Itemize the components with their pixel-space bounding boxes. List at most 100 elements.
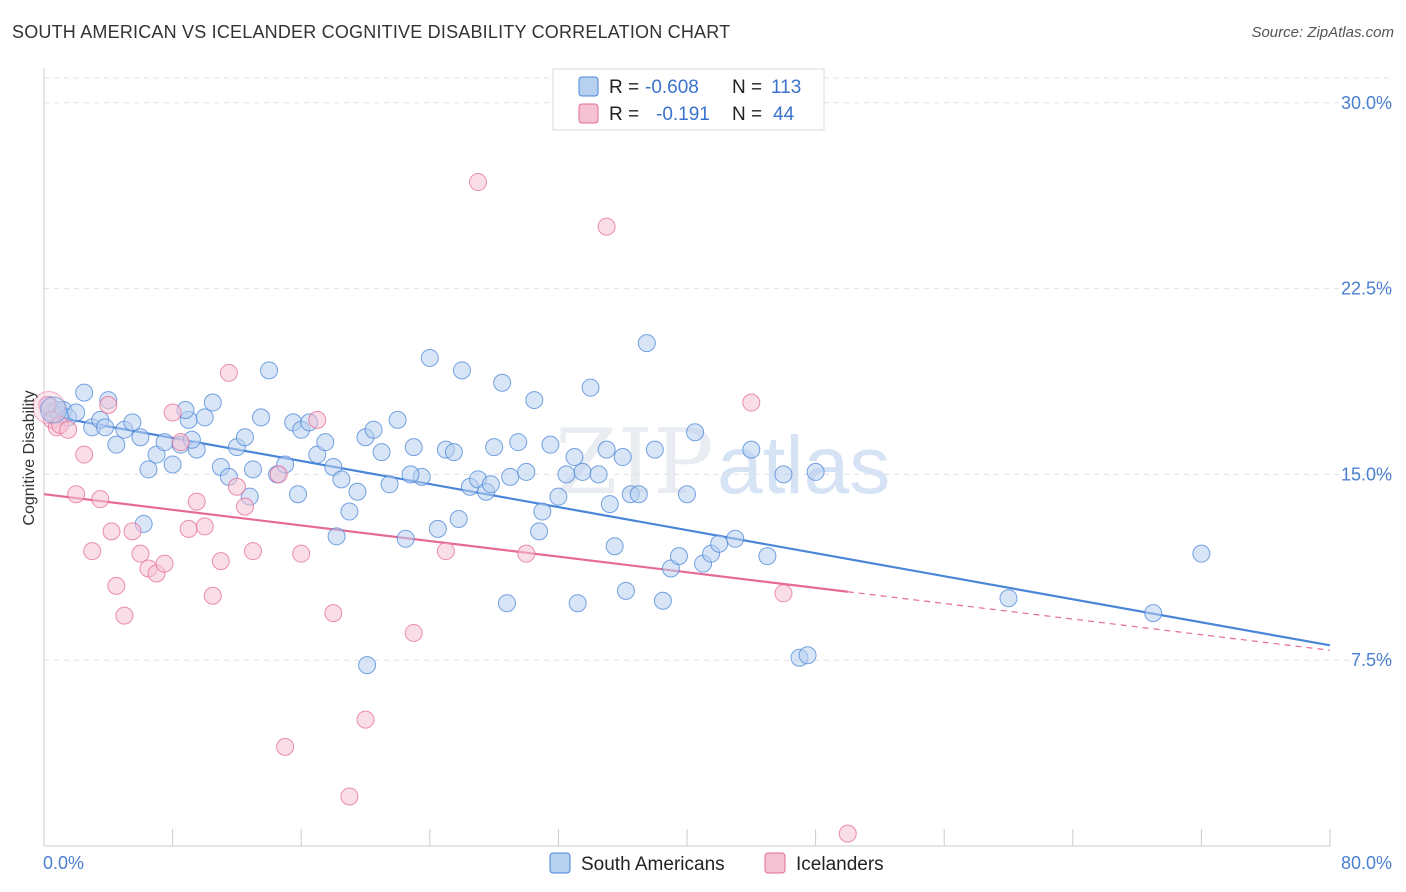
south-american-point-72 bbox=[597, 440, 616, 459]
south-american-point-96 bbox=[449, 509, 468, 528]
y-axis-label: Cognitive Disability bbox=[21, 390, 38, 525]
icelander-point-29 bbox=[292, 544, 311, 563]
icelander-point-32 bbox=[340, 787, 359, 806]
icelander-point-17 bbox=[163, 403, 182, 422]
south-american-point-88 bbox=[742, 440, 761, 459]
icelander-point-34 bbox=[404, 623, 423, 642]
legend-swatch-icelanders bbox=[578, 103, 599, 124]
chart-title: SOUTH AMERICAN VS ICELANDER COGNITIVE DI… bbox=[12, 22, 731, 42]
icelander-point-39 bbox=[742, 393, 761, 412]
legend-n-label-2: N = bbox=[732, 104, 762, 125]
south-american-point-45 bbox=[380, 475, 399, 494]
icelander-point-10 bbox=[107, 576, 126, 595]
south-american-point-37 bbox=[316, 433, 335, 452]
south-american-point-17 bbox=[155, 433, 174, 452]
icelander-point-40 bbox=[774, 584, 793, 603]
bottom-legend-swatch-south-americans bbox=[549, 852, 571, 874]
icelander-point-43 bbox=[269, 465, 288, 484]
y-tick-labels: 7.5% 15.0% 22.5% 30.0% bbox=[1341, 93, 1392, 670]
axes bbox=[43, 68, 1331, 847]
icelander-point-21 bbox=[195, 517, 214, 536]
y-tick-label-0: 7.5% bbox=[1351, 650, 1392, 670]
south-american-point-94 bbox=[358, 656, 377, 675]
legend-r-label-2: R = bbox=[609, 104, 639, 125]
bottom-legend-label-icelanders: Icelanders bbox=[796, 854, 884, 875]
south-american-point-92 bbox=[798, 646, 817, 665]
south-american-point-73 bbox=[605, 537, 624, 556]
icelander-point-11 bbox=[115, 606, 134, 625]
south-american-point-54 bbox=[452, 361, 471, 380]
south-american-point-77 bbox=[637, 334, 656, 353]
trend-line-extension-1 bbox=[847, 591, 1331, 651]
south-american-point-97 bbox=[530, 522, 549, 541]
icelander-point-35 bbox=[436, 542, 455, 561]
south-american-point-13 bbox=[123, 413, 142, 432]
south-american-point-90 bbox=[774, 465, 793, 484]
icelander-point-8 bbox=[91, 490, 110, 509]
south-american-point-29 bbox=[252, 408, 271, 427]
icelander-point-26 bbox=[235, 497, 254, 516]
legend-n-label-1: N = bbox=[732, 77, 762, 98]
south-american-point-78 bbox=[645, 440, 664, 459]
south-american-point-14 bbox=[131, 428, 150, 447]
south-american-point-6 bbox=[67, 403, 86, 422]
south-american-point-46 bbox=[388, 410, 407, 429]
legend-r-value-2: -0.191 bbox=[656, 104, 710, 125]
data-points bbox=[32, 173, 1211, 843]
south-american-point-43 bbox=[364, 420, 383, 439]
south-american-point-65 bbox=[541, 435, 560, 454]
south-american-point-93 bbox=[806, 462, 825, 481]
south-american-point-81 bbox=[669, 547, 688, 566]
south-american-point-86 bbox=[710, 534, 729, 553]
trend-line-0 bbox=[43, 413, 1331, 647]
south-american-point-11 bbox=[107, 435, 126, 454]
icelander-point-22 bbox=[203, 586, 222, 605]
south-american-point-79 bbox=[653, 591, 672, 610]
south-american-point-112 bbox=[481, 475, 500, 494]
icelander-point-27 bbox=[243, 542, 262, 561]
south-american-point-95 bbox=[327, 527, 346, 546]
south-american-point-48 bbox=[404, 438, 423, 457]
south-american-point-23 bbox=[203, 393, 222, 412]
legend-n-value-1: 113 bbox=[771, 77, 801, 98]
south-american-point-105 bbox=[999, 589, 1018, 608]
legend-swatch-south-americans bbox=[578, 76, 599, 97]
south-american-point-62 bbox=[517, 462, 536, 481]
south-american-point-60 bbox=[501, 467, 520, 486]
icelander-point-6 bbox=[75, 445, 94, 464]
south-american-point-68 bbox=[565, 448, 584, 467]
south-american-point-51 bbox=[428, 519, 447, 538]
icelander-point-12 bbox=[123, 522, 142, 541]
south-american-point-39 bbox=[332, 470, 351, 489]
bottom-legend-label-south-americans: South Americans bbox=[581, 854, 725, 875]
south-american-point-44 bbox=[372, 443, 391, 462]
south-american-point-69 bbox=[573, 462, 592, 481]
south-american-point-53 bbox=[444, 443, 463, 462]
y-tick-label-1: 15.0% bbox=[1341, 464, 1392, 484]
icelander-point-31 bbox=[324, 604, 343, 623]
icelander-point-7 bbox=[83, 542, 102, 561]
south-american-point-98 bbox=[600, 495, 619, 514]
south-american-point-89 bbox=[758, 547, 777, 566]
icelander-point-24 bbox=[219, 363, 238, 382]
south-american-point-58 bbox=[485, 438, 504, 457]
south-american-point-87 bbox=[726, 529, 745, 548]
south-american-point-101 bbox=[616, 581, 635, 600]
icelander-point-30 bbox=[308, 410, 327, 429]
south-american-point-30 bbox=[260, 361, 279, 380]
south-american-point-108 bbox=[96, 418, 115, 437]
south-american-point-70 bbox=[581, 378, 600, 397]
icelander-point-28 bbox=[276, 737, 295, 756]
south-american-point-99 bbox=[497, 594, 516, 613]
icelander-point-20 bbox=[187, 492, 206, 511]
icelander-point-37 bbox=[517, 544, 536, 563]
south-american-point-27 bbox=[235, 428, 254, 447]
south-american-point-22 bbox=[195, 408, 214, 427]
south-american-point-40 bbox=[340, 502, 359, 521]
south-american-point-59 bbox=[493, 373, 512, 392]
south-american-point-100 bbox=[568, 594, 587, 613]
south-american-point-82 bbox=[678, 485, 696, 504]
icelander-point-9 bbox=[99, 396, 118, 415]
south-american-point-61 bbox=[509, 433, 528, 452]
icelander-point-4 bbox=[59, 420, 78, 439]
